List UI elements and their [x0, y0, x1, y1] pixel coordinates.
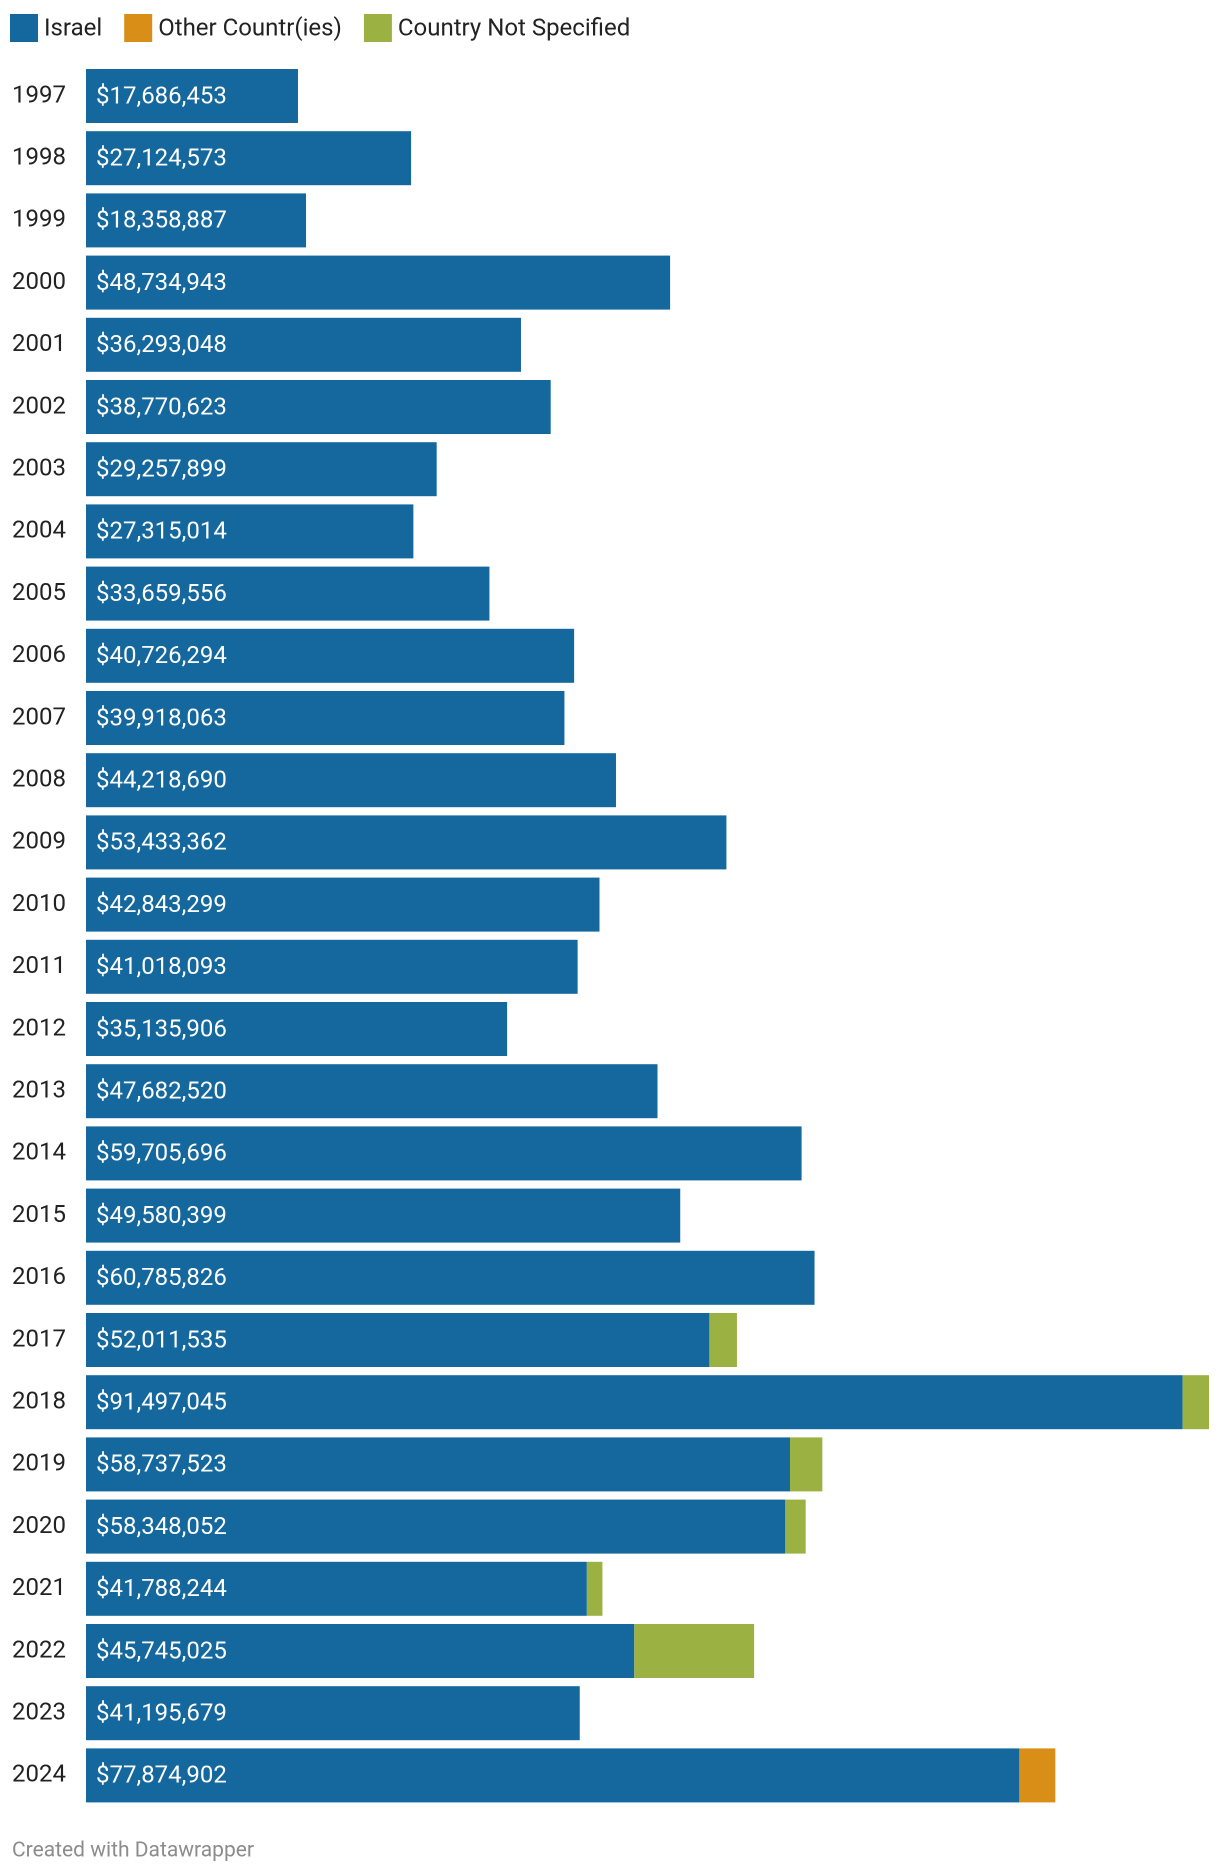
- bar-segment: [86, 1748, 1020, 1803]
- y-tick-label: 2010: [12, 889, 66, 917]
- legend-swatch: [124, 14, 153, 42]
- y-tick-label: 2021: [12, 1573, 66, 1601]
- value-label: $60,785,826: [96, 1263, 227, 1291]
- bar-segment: [86, 1686, 580, 1741]
- y-tick-label: 2024: [12, 1760, 66, 1788]
- value-label: $41,788,244: [96, 1574, 227, 1602]
- bar-segment: [86, 69, 298, 123]
- y-tick-label: 2023: [12, 1698, 66, 1726]
- bar-segment: [785, 1499, 806, 1554]
- legend-swatch: [363, 14, 392, 42]
- value-label: $35,135,906: [96, 1014, 227, 1042]
- bar-segment: [709, 1313, 737, 1367]
- bar-segment: [86, 815, 727, 870]
- value-label: $45,745,025: [96, 1636, 227, 1664]
- value-label: $36,293,048: [96, 330, 227, 358]
- bar-segment: [86, 1064, 658, 1119]
- y-tick-label: 1998: [12, 143, 66, 171]
- bar-segment: [86, 691, 565, 745]
- bar-segment: [86, 877, 600, 932]
- value-label: $49,580,399: [96, 1201, 227, 1229]
- value-label: $33,659,556: [96, 579, 227, 607]
- bar-segment: [86, 1437, 790, 1492]
- y-tick-label: 2018: [12, 1387, 66, 1415]
- bar-segment: [86, 442, 437, 497]
- y-tick-label: 2015: [12, 1200, 66, 1228]
- bar-segment: [634, 1624, 755, 1678]
- y-tick-label: 2020: [12, 1511, 66, 1539]
- value-label: $44,218,690: [96, 766, 227, 794]
- value-label: $41,195,679: [96, 1699, 227, 1727]
- y-tick-label: 2005: [12, 578, 66, 606]
- bar-segment: [86, 255, 671, 310]
- y-tick-label: 2004: [12, 516, 66, 544]
- bar-segment: [86, 566, 490, 621]
- value-label: $53,433,362: [96, 828, 227, 856]
- legend-label: Country Not Specified: [398, 13, 630, 41]
- value-label: $58,737,523: [96, 1450, 227, 1478]
- bar-segment: [86, 1375, 1183, 1430]
- value-label: $58,348,052: [96, 1512, 227, 1540]
- value-label: $77,874,902: [96, 1761, 227, 1789]
- y-tick-label: 2012: [12, 1013, 66, 1041]
- value-label: $29,257,899: [96, 455, 227, 483]
- bar-segment: [86, 1002, 508, 1056]
- value-label: $39,918,063: [96, 703, 227, 731]
- y-tick-label: 2006: [12, 640, 66, 668]
- y-tick-label: 2022: [12, 1635, 66, 1663]
- value-label: $48,734,943: [96, 268, 227, 296]
- bar-segment: [86, 131, 412, 186]
- bar-segment: [86, 753, 616, 808]
- bar-segment: [86, 1126, 802, 1181]
- y-tick-label: 2013: [12, 1076, 66, 1104]
- y-tick-label: 2003: [12, 454, 66, 482]
- bar-segment: [86, 1313, 710, 1367]
- y-tick-label: 2009: [12, 827, 66, 855]
- y-tick-label: 2017: [12, 1324, 66, 1352]
- bar-segment: [1182, 1375, 1209, 1430]
- value-label: $18,358,887: [96, 206, 227, 234]
- bar-segment: [86, 939, 578, 994]
- y-tick-label: 2014: [12, 1138, 66, 1166]
- legend-label: Other Countr(ies): [158, 13, 342, 41]
- y-tick-label: 2019: [12, 1449, 66, 1477]
- y-tick-label: 2008: [12, 765, 66, 793]
- value-label: $47,682,520: [96, 1077, 227, 1105]
- y-tick-label: 1999: [12, 205, 66, 233]
- bar-segment: [86, 628, 575, 683]
- bar-segment: [86, 193, 307, 248]
- bar-segment: [86, 504, 414, 559]
- bar-segment: [86, 1561, 587, 1616]
- y-tick-label: 2011: [12, 951, 66, 979]
- y-tick-label: 2007: [12, 702, 66, 730]
- value-label: $52,011,535: [96, 1325, 227, 1353]
- bar-segment: [86, 1624, 635, 1678]
- y-tick-label: 2016: [12, 1262, 66, 1290]
- bar-segment: [86, 1499, 786, 1554]
- value-label: $91,497,045: [96, 1388, 227, 1416]
- bar-segment: [86, 380, 551, 434]
- bar-segment: [86, 1250, 815, 1305]
- bar-segment: [1019, 1748, 1056, 1803]
- y-tick-label: 2002: [12, 391, 66, 419]
- value-label: $41,018,093: [96, 952, 227, 980]
- value-label: $38,770,623: [96, 392, 227, 420]
- y-tick-label: 2000: [12, 267, 66, 295]
- credit: Created with Datawrapper: [12, 1839, 254, 1863]
- y-tick-label: 2001: [12, 329, 66, 357]
- value-label: $17,686,453: [96, 81, 227, 109]
- value-label: $40,726,294: [96, 641, 227, 669]
- legend-swatch: [10, 14, 38, 42]
- bar-segment: [86, 317, 521, 372]
- bar-segment: [586, 1561, 603, 1616]
- bar-segment: [86, 1188, 681, 1243]
- value-label: $27,124,573: [96, 144, 227, 172]
- legend-label: Israel: [44, 13, 102, 41]
- y-tick-label: 1997: [12, 80, 66, 108]
- value-label: $59,705,696: [96, 1139, 227, 1167]
- value-label: $27,315,014: [96, 517, 227, 545]
- value-label: $42,843,299: [96, 890, 227, 918]
- bar-segment: [789, 1437, 823, 1492]
